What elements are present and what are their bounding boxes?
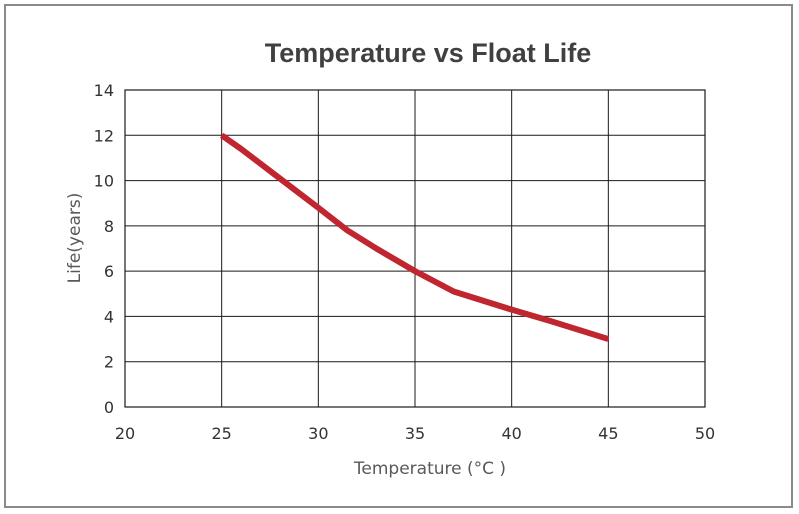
x-tick-label: 30 <box>308 424 328 443</box>
y-tick-label: 2 <box>104 353 114 372</box>
x-tick-label: 25 <box>211 424 231 443</box>
x-tick-label: 45 <box>598 424 618 443</box>
y-tick-label: 4 <box>104 307 114 326</box>
x-tick-label: 35 <box>405 424 425 443</box>
series-layer <box>219 132 610 342</box>
y-tick-label: 14 <box>94 81 114 100</box>
x-axis-label: Temperature (°C ) <box>353 459 506 479</box>
y-axis-label: Life(years) <box>65 193 85 284</box>
x-tick-label: 20 <box>115 424 135 443</box>
x-tick-label: 50 <box>695 424 715 443</box>
y-tick-label: 0 <box>104 398 114 417</box>
chart-frame <box>4 4 793 508</box>
y-axis-ticks: 0 2 4 6 8 10 12 14 <box>94 81 114 417</box>
y-tick-label: 10 <box>94 172 114 191</box>
x-tick-label: 40 <box>501 424 521 443</box>
x-axis-ticks: 20 25 30 35 40 45 50 <box>115 424 715 443</box>
chart-title: Temperature vs Float Life <box>265 38 592 68</box>
plot-area <box>124 89 706 408</box>
y-tick-label: 12 <box>94 126 114 145</box>
series-line <box>219 132 610 342</box>
y-tick-label: 6 <box>104 262 114 281</box>
gridlines <box>124 89 706 408</box>
y-tick-label: 8 <box>104 217 114 236</box>
